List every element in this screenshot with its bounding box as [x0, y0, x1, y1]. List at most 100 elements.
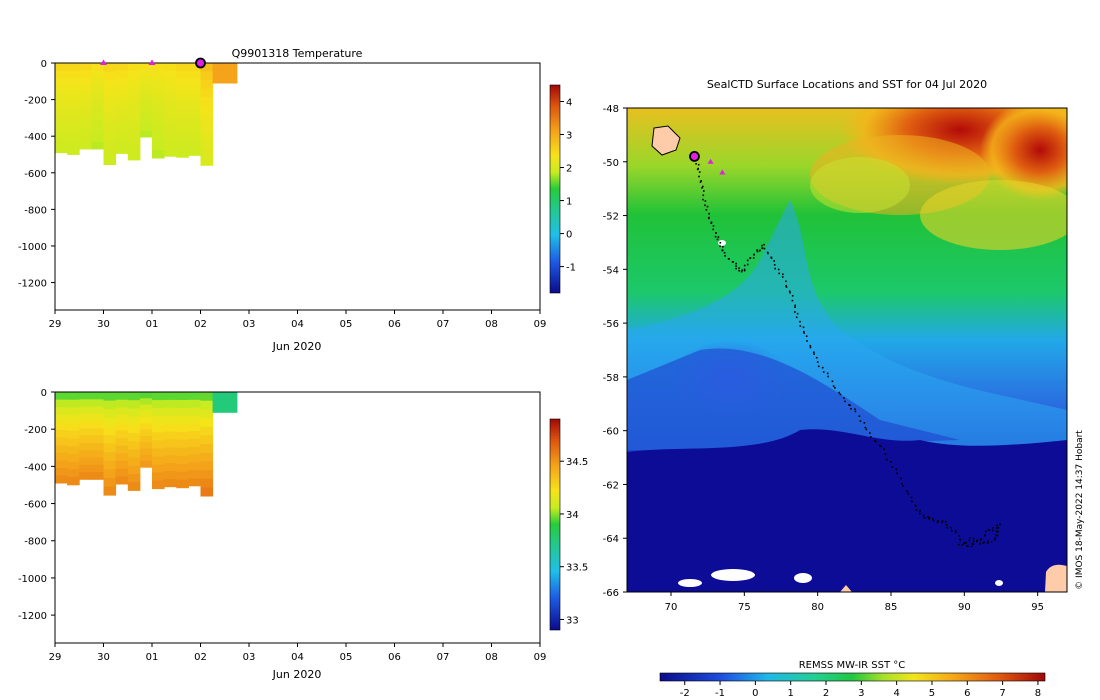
track-point — [743, 269, 746, 272]
x-tick-label: 05 — [340, 652, 353, 663]
temperature-panel: Q9901318 Temperature 0 -200 -400 -600 -800 -1… — [18, 47, 576, 353]
y-tick-label: -200 — [24, 96, 47, 107]
section-cell — [200, 400, 214, 410]
section-cell — [139, 423, 153, 431]
section-cell — [79, 435, 92, 444]
section-cell — [79, 392, 92, 400]
section-cell — [127, 449, 141, 459]
section-cell — [67, 124, 80, 132]
section-cell — [115, 130, 129, 139]
track-point — [770, 257, 773, 259]
section-cell — [115, 100, 129, 109]
track-point — [700, 180, 702, 182]
temperature-colorbar-ticks: -1 0 1 2 3 4 — [560, 98, 576, 274]
track-point — [767, 252, 769, 255]
track-point — [896, 472, 898, 475]
section-cell — [164, 439, 177, 448]
section-cell — [139, 81, 153, 89]
section-cell — [91, 428, 104, 437]
salinity-panel: 0 -200 -400 -600 -800 -1000 -1200 29 30 01 02 03 04… — [18, 388, 588, 681]
track-point — [996, 524, 998, 527]
track-point — [890, 461, 892, 463]
section-cell — [139, 404, 153, 412]
track-point — [696, 168, 699, 171]
lat-tick-label: -64 — [603, 534, 619, 545]
section-cell — [115, 123, 129, 132]
section-cell — [212, 395, 226, 398]
section-cell — [127, 151, 141, 161]
section-cell — [152, 480, 165, 490]
section-cell — [212, 64, 226, 67]
section-cell — [79, 421, 92, 429]
colorbar-tick-label: 33 — [566, 615, 579, 626]
section-cell — [91, 70, 104, 78]
section-cell — [103, 130, 117, 140]
track-point — [983, 541, 986, 544]
sst-tick-label: 2 — [823, 688, 829, 699]
section-cell — [224, 71, 238, 74]
y-tick-label: -400 — [24, 132, 47, 143]
colorbar-tick-label: 4 — [566, 98, 572, 109]
section-cell — [224, 397, 238, 400]
track-point — [781, 276, 784, 278]
section-cell — [55, 130, 68, 139]
lat-tick-label: -58 — [603, 373, 619, 384]
track-point — [932, 518, 934, 520]
profile-marker — [100, 59, 107, 65]
section-cell — [79, 106, 92, 114]
track-point — [802, 326, 805, 329]
track-point — [850, 408, 852, 410]
section-cell — [200, 452, 214, 462]
track-point — [910, 496, 913, 499]
track-point — [719, 245, 721, 247]
section-cell — [212, 392, 226, 395]
track-point — [831, 380, 834, 383]
section-cell — [188, 423, 201, 432]
track-point — [994, 537, 997, 539]
section-cell — [212, 74, 226, 77]
section-cell — [127, 416, 141, 426]
track-point — [752, 257, 755, 259]
x-tick-label: 04 — [291, 652, 304, 663]
section-cell — [103, 392, 117, 401]
section-cell — [55, 100, 68, 109]
section-cell — [103, 139, 117, 149]
track-point — [785, 280, 787, 283]
section-cell — [115, 461, 129, 470]
location-marker — [707, 158, 714, 164]
section-cell — [103, 71, 117, 81]
track-point — [982, 542, 985, 544]
x-tick-label: 03 — [243, 319, 256, 330]
track-point — [884, 453, 887, 456]
section-cell — [188, 93, 201, 102]
section-cell — [212, 410, 226, 413]
track-point — [697, 163, 700, 166]
track-point — [708, 212, 710, 215]
track-point — [704, 204, 706, 207]
section-cell — [91, 472, 104, 480]
section-cell — [55, 92, 68, 101]
section-cell — [224, 69, 238, 72]
y-tick-label: -1200 — [18, 279, 47, 290]
y-tick-label: -1000 — [18, 242, 47, 253]
y-tick-label: 0 — [41, 388, 47, 399]
track-point — [815, 356, 818, 359]
track-point — [702, 194, 705, 197]
track-point — [941, 521, 943, 524]
section-cell — [79, 113, 92, 121]
section-cell — [55, 107, 68, 116]
track-point — [879, 444, 881, 447]
section-cell — [224, 400, 238, 403]
section-cell — [55, 70, 68, 79]
section-cell — [127, 408, 141, 417]
x-tick-label: 07 — [437, 319, 450, 330]
sst-tick-label: -2 — [680, 688, 690, 699]
salinity-section-cells — [55, 392, 238, 497]
track-point — [988, 529, 990, 531]
section-cell — [212, 73, 226, 76]
section-cell — [212, 403, 226, 406]
track-point — [732, 261, 734, 263]
seal-surface-markers — [689, 150, 726, 175]
section-cell — [103, 63, 117, 72]
lon-tick-label: 75 — [738, 602, 751, 613]
